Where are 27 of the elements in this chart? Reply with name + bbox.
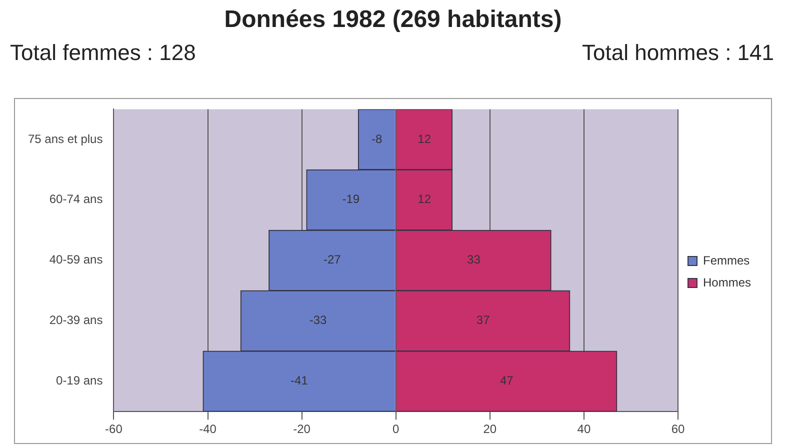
y-tick-label: 40-59 ans — [49, 252, 103, 267]
y-tick-label: 0-19 ans — [56, 374, 103, 388]
legend-label: Femmes — [702, 253, 750, 268]
text: Total femmes : 128 — [10, 40, 196, 66]
data-label: 33 — [467, 252, 481, 267]
x-tick-label: 40 — [577, 422, 591, 436]
data-label: -33 — [309, 313, 328, 328]
data-label: -41 — [290, 374, 308, 388]
data-label: 12 — [418, 192, 432, 206]
chart-title: Données 1982 (269 habitants) — [223, 6, 563, 34]
y-tick-label: 20-39 ans — [49, 313, 103, 328]
data-label: 12 — [418, 132, 432, 146]
data-label: -8 — [371, 132, 382, 146]
x-tick-label: -40 — [199, 422, 217, 436]
data-label: -27 — [323, 252, 342, 267]
x-tick-label: -60 — [105, 422, 123, 436]
y-tick-label: 75 ans et plus — [28, 132, 103, 146]
y-tick-label: 60-74 ans — [49, 192, 103, 206]
x-tick-label: -20 — [293, 422, 311, 436]
x-tick-label: 0 — [392, 422, 400, 436]
x-tick-label: 60 — [671, 422, 685, 436]
data-label: -19 — [342, 192, 360, 206]
data-label: 47 — [500, 374, 514, 388]
text: Total hommes : 141 — [582, 40, 774, 66]
data-label: 37 — [476, 313, 490, 328]
legend-label: Hommes — [702, 275, 752, 290]
x-tick-label: 20 — [483, 422, 497, 436]
